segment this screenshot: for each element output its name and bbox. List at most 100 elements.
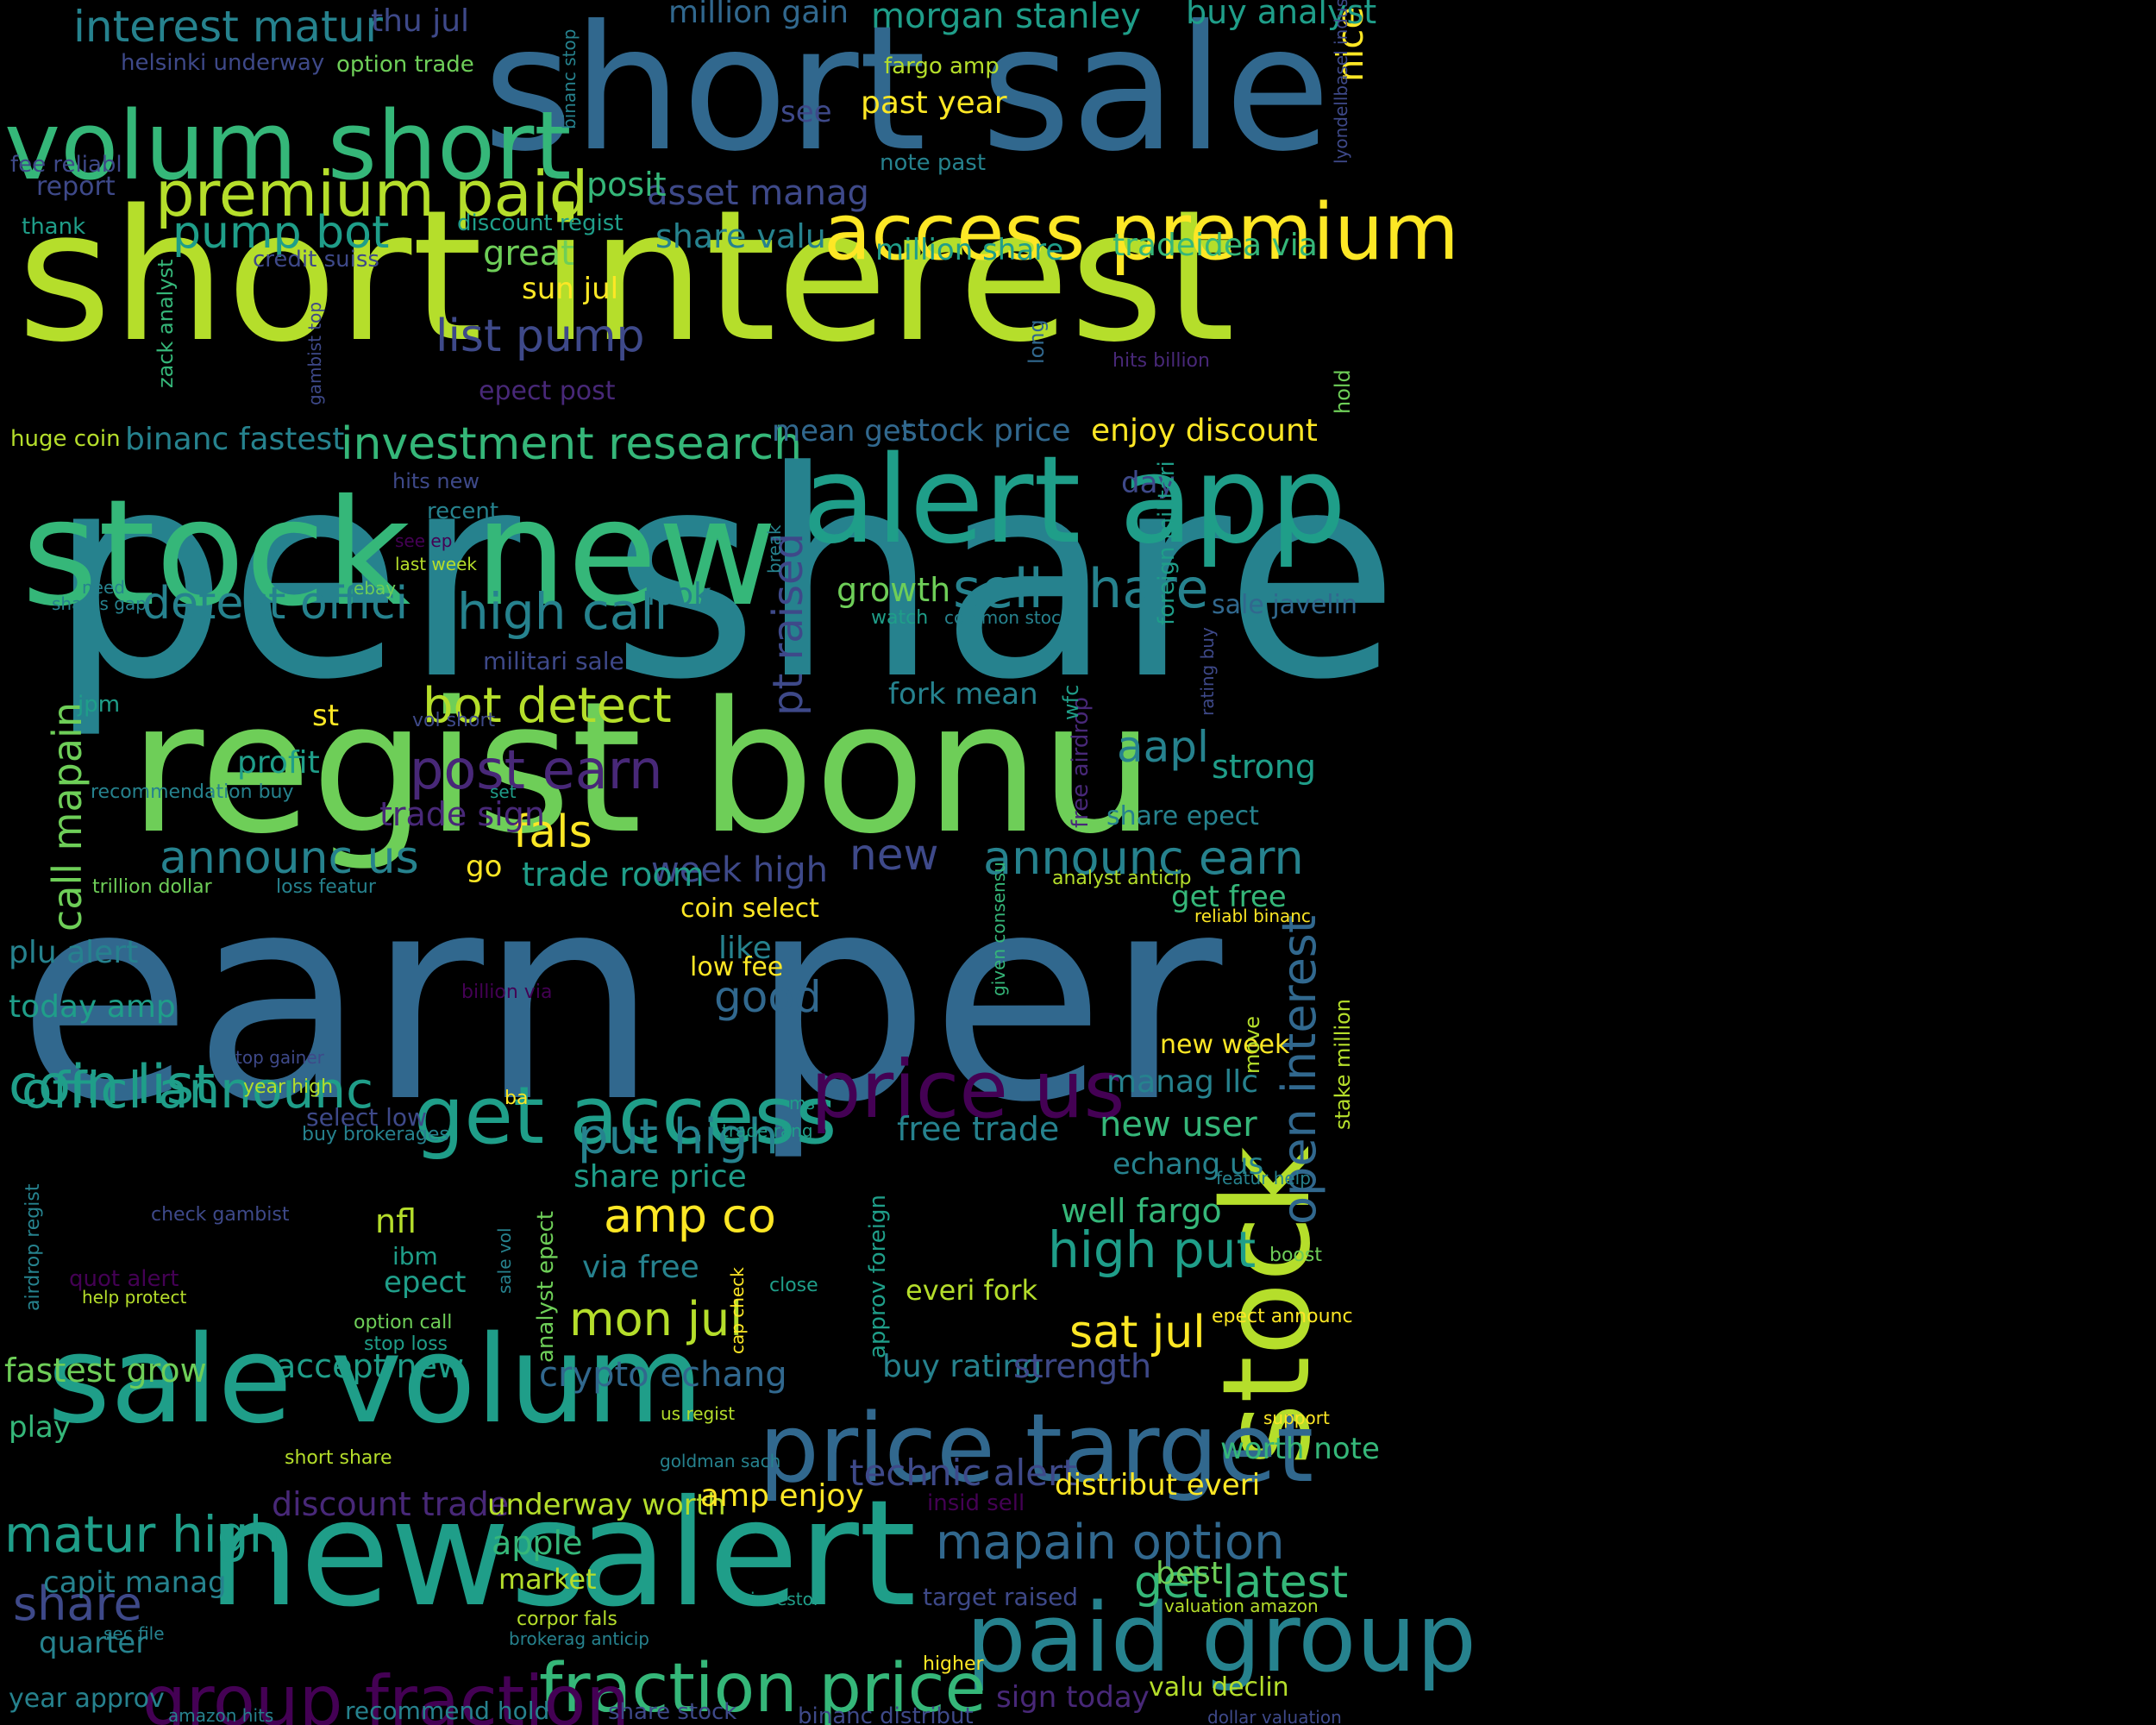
cloud-word: militari sale	[483, 647, 624, 676]
cloud-word: regist bonu	[129, 662, 1156, 875]
cloud-word: target raised	[923, 1583, 1079, 1612]
cloud-word: coin list	[9, 1052, 216, 1116]
cloud-word: billion via	[461, 981, 553, 1003]
cloud-word: crypto echang	[539, 1354, 787, 1395]
cloud-word: hold	[1331, 369, 1355, 414]
cloud-word: everi fork	[906, 1274, 1038, 1308]
cloud-word: amp co	[604, 1188, 776, 1243]
cloud-word: recommendation buy	[91, 781, 294, 803]
cloud-word: long	[1025, 319, 1049, 364]
cloud-word: year high	[243, 1076, 334, 1098]
cloud-word: year approv	[9, 1683, 165, 1714]
cloud-word: sun jul	[522, 272, 619, 307]
cloud-word: good	[714, 972, 822, 1022]
cloud-word: given consensu	[988, 862, 1009, 996]
cloud-word: capit manag	[43, 1565, 227, 1601]
cloud-word: huge coin	[10, 425, 121, 452]
cloud-word: post earn	[410, 737, 663, 801]
cloud-word: analyst epect	[533, 1211, 559, 1363]
cloud-word: tradeidea via	[1112, 227, 1318, 263]
cloud-word: last week	[395, 554, 477, 575]
cloud-word: bot detect	[423, 678, 672, 735]
cloud-word: million gain	[668, 0, 849, 30]
cloud-word: paid group	[966, 1583, 1477, 1694]
cloud-word: check gambist	[151, 1203, 290, 1226]
cloud-word: fee reliabl	[10, 151, 122, 178]
cloud-word: technic alert	[849, 1452, 1077, 1495]
cloud-word: ms	[789, 1093, 815, 1114]
cloud-word: great	[483, 233, 574, 273]
cloud-word: coin select	[680, 893, 819, 924]
cloud-word: rating buy	[1197, 627, 1218, 716]
cloud-word: price target	[759, 1393, 1314, 1504]
cloud-word: brokerag anticip	[509, 1628, 649, 1650]
cloud-word: past year	[861, 85, 1007, 121]
cloud-word: approv foreign	[865, 1195, 891, 1358]
cloud-word: buy analyst	[1186, 0, 1377, 32]
cloud-word: trillion dollar	[92, 875, 212, 898]
cloud-word: thu jul	[371, 3, 470, 39]
cloud-word: posit	[586, 166, 667, 204]
cloud-word: mean get	[772, 414, 913, 449]
cloud-word: strong	[1212, 748, 1316, 787]
cloud-word: ibm	[392, 1242, 438, 1271]
cloud-word: credit suiss	[253, 246, 379, 273]
cloud-word: morgan stanley	[871, 0, 1141, 36]
cloud-word: see ep	[395, 530, 453, 552]
cloud-word: zack analyst	[154, 259, 178, 388]
cloud-word: report	[36, 171, 116, 202]
cloud-word: note past	[880, 149, 987, 176]
cloud-word: short sale	[483, 0, 1331, 190]
cloud-word: st	[312, 699, 340, 734]
cloud-word: move	[1240, 1015, 1264, 1074]
cloud-word: million share	[875, 233, 1064, 268]
cloud-word: share valu	[655, 217, 826, 256]
cloud-word: buy brokerages	[302, 1123, 449, 1145]
cloud-word: valuation amazon	[1164, 1596, 1319, 1617]
cloud-word: accept new	[276, 1347, 465, 1386]
cloud-word: fork mean	[888, 677, 1038, 712]
cloud-word: sec file	[103, 1623, 165, 1645]
cloud-word: market	[498, 1563, 597, 1596]
cloud-word: announc us	[160, 832, 419, 885]
cloud-word: trade rang	[722, 1120, 813, 1142]
cloud-word: loss featur	[276, 875, 376, 898]
cloud-word: manag llc	[1106, 1063, 1259, 1100]
cloud-word: sale vol	[494, 1227, 515, 1294]
cloud-word: fargo amp	[884, 53, 1000, 79]
cloud-word: hits billion	[1112, 349, 1210, 372]
cloud-word: top gainer	[235, 1047, 324, 1069]
cloud-word: set	[490, 781, 517, 803]
cloud-word: growth	[837, 571, 951, 610]
cloud-word: lyondellbasel industri	[1331, 0, 1351, 164]
cloud-word: recent	[427, 498, 499, 524]
cloud-word: get free	[1171, 880, 1287, 915]
cloud-word: share price	[573, 1158, 747, 1195]
cloud-word: option trade	[336, 51, 474, 78]
cloud-word: us regist	[661, 1403, 736, 1425]
cloud-word: list pump	[436, 310, 645, 363]
cloud-word: featur help	[1216, 1168, 1311, 1189]
cloud-word: sign today	[996, 1680, 1150, 1716]
cloud-word: interest matur	[73, 2, 383, 52]
cloud-word: stock price	[901, 412, 1071, 448]
cloud-word: alert app	[802, 430, 1347, 571]
cloud-word: reliabl binanc	[1194, 906, 1311, 927]
cloud-word: fastest grow	[4, 1352, 207, 1390]
cloud-word: nfl	[375, 1202, 417, 1241]
cloud-word: mon jul	[569, 1291, 743, 1346]
cloud-word: wfc	[1059, 684, 1083, 720]
cloud-word: trade sign	[379, 795, 545, 834]
cloud-word: valu declin	[1149, 1672, 1289, 1703]
cloud-word: ebay	[354, 578, 397, 599]
cloud-word: short share	[285, 1446, 392, 1469]
cloud-word: investment research	[341, 418, 803, 471]
cloud-word: analyst anticip	[1052, 867, 1192, 889]
cloud-word: new	[849, 830, 939, 880]
cloud-word: helsinki underway	[121, 49, 325, 76]
cloud-word: need	[82, 577, 125, 599]
cloud-word: well fargo	[1061, 1192, 1222, 1231]
cloud-word: profit	[237, 744, 320, 781]
cloud-word: low fee	[690, 951, 784, 982]
